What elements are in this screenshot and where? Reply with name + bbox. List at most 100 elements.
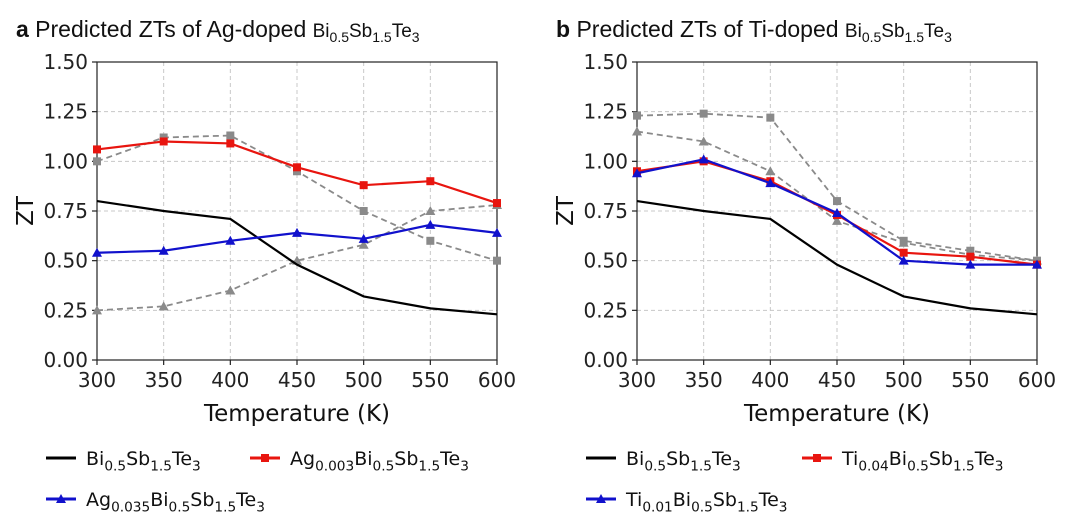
data-point [966, 252, 975, 261]
x-tick-label: 500 [345, 368, 383, 392]
panel-letter: a [16, 16, 29, 42]
y-tick-label: 0.50 [43, 249, 88, 273]
data-point [765, 166, 776, 176]
data-point [832, 215, 842, 225]
x-tick-label: 550 [951, 368, 989, 392]
data-point [359, 207, 368, 215]
legend-item: Bi0.5​Sb1.5​Te3​ [586, 448, 741, 475]
data-point [1032, 259, 1042, 269]
data-point [92, 305, 102, 315]
data-point [698, 136, 709, 146]
legend-label: Ti0.01​Bi0.5​Sb1.5​Te3​ [625, 489, 788, 516]
legend-item: Bi0.5​Sb1.5​Te3​ [46, 448, 201, 475]
x-tick-label: 400 [211, 368, 249, 392]
data-point [898, 255, 909, 265]
data-point [425, 206, 436, 215]
y-axis-label: ZT [553, 195, 579, 226]
y-tick-label: 1.25 [43, 100, 88, 124]
y-tick-label: 0.50 [583, 249, 628, 273]
data-point [358, 233, 369, 243]
data-point [493, 199, 501, 208]
x-axis-label: Temperature (K) [743, 401, 930, 427]
legend-label: Bi0.5​Sb1.5​Te3​ [626, 448, 741, 475]
x-tick-label: 300 [618, 368, 656, 392]
y-tick-label: 0.75 [43, 199, 88, 223]
x-tick-label: 550 [411, 368, 449, 392]
data-point [765, 178, 776, 188]
x-tick-label: 300 [78, 368, 116, 392]
chart-title: a Predicted ZTs of Ag-doped Bi0.5​Sb1.5​… [16, 16, 420, 45]
data-point [632, 168, 642, 178]
chart-title-text: Predicted ZTs of Ti-doped [570, 16, 845, 42]
x-tick-label: 400 [751, 368, 789, 392]
data-point [426, 236, 435, 245]
chart-title: b Predicted ZTs of Ti-doped Bi0.5​Sb1.5​… [556, 16, 952, 45]
legend-label: Ag0.035​Bi0.5​Sb1.5​Te3​ [86, 489, 265, 516]
y-tick-label: 1.50 [43, 50, 88, 74]
data-point [158, 245, 169, 255]
legend-label: Bi0.5​Sb1.5​Te3​ [86, 448, 201, 475]
legend-marker [56, 494, 66, 503]
data-point [633, 111, 641, 120]
legend-label: Ag0.003​Bi0.5​Sb1.5​Te3​ [290, 448, 469, 475]
y-tick-label: 1.00 [583, 149, 628, 173]
data-point [898, 237, 909, 247]
data-point [226, 139, 235, 148]
series-line-0 [96, 199, 498, 316]
chart-panel-b: b Predicted ZTs of Ti-doped Bi0.5​Sb1.5​… [540, 0, 1080, 526]
data-point [632, 126, 642, 136]
x-tick-label: 600 [1018, 368, 1056, 392]
legend-marker [813, 454, 821, 462]
data-point [293, 163, 301, 172]
x-tick-label: 500 [885, 368, 923, 392]
x-tick-label: 350 [145, 368, 183, 392]
y-tick-label: 1.25 [583, 100, 628, 124]
chart-title-text: Predicted ZTs of Ag-doped [29, 16, 313, 42]
chart-panel-a: a Predicted ZTs of Ag-doped Bi0.5​Sb1.5​… [13, 16, 516, 516]
legend-item: Ti0.01​Bi0.5​Sb1.5​Te3​ [586, 489, 788, 516]
data-point [93, 157, 101, 166]
data-point [699, 109, 708, 118]
data-point [832, 207, 842, 217]
y-tick-label: 0.00 [583, 348, 628, 372]
chart-b: b Predicted ZTs of Ti-doped Bi0.5​Sb1.5​… [553, 16, 1056, 516]
x-tick-label: 350 [685, 368, 723, 392]
data-point [426, 177, 435, 186]
x-axis-label: Temperature (K) [203, 401, 390, 427]
legend-item: Ti0.04​Bi0.5​Sb1.5​Te3​ [802, 448, 1004, 475]
data-point [92, 247, 102, 257]
x-tick-label: 450 [818, 368, 856, 392]
data-point [698, 154, 709, 164]
data-point [225, 285, 236, 295]
y-tick-label: 0.25 [583, 298, 628, 322]
x-tick-label: 600 [478, 368, 516, 392]
y-tick-label: 0.00 [43, 348, 88, 372]
data-point [93, 145, 101, 154]
y-tick-label: 1.50 [583, 50, 628, 74]
y-axis-label: ZT [13, 195, 39, 226]
data-point [292, 227, 302, 237]
legend-marker [596, 494, 606, 503]
data-point [833, 197, 841, 206]
legend-item: Ag0.003​Bi0.5​Sb1.5​Te3​ [250, 448, 469, 475]
data-point [493, 256, 501, 265]
data-point [225, 235, 236, 245]
legend-label: Ti0.04​Bi0.5​Sb1.5​Te3​ [841, 448, 1004, 475]
data-point [359, 181, 368, 190]
data-point [425, 219, 436, 229]
y-tick-label: 1.00 [43, 149, 88, 173]
data-point [358, 239, 369, 249]
data-point [158, 301, 169, 311]
y-tick-label: 0.75 [583, 199, 628, 223]
chart-title-compound: Bi0.5​Sb1.5​Te3​ [313, 21, 420, 45]
data-point [766, 113, 775, 122]
chart-a: a Predicted ZTs of Ag-doped Bi0.5​Sb1.5​… [13, 16, 516, 516]
panel-letter: b [556, 16, 570, 42]
data-point [492, 227, 502, 237]
data-point [226, 131, 235, 140]
data-point [965, 259, 976, 269]
chart-title-compound: Bi0.5​Sb1.5​Te3​ [845, 21, 952, 45]
y-tick-label: 0.25 [43, 298, 88, 322]
data-point [159, 137, 168, 146]
series-line-0 [636, 199, 1038, 316]
